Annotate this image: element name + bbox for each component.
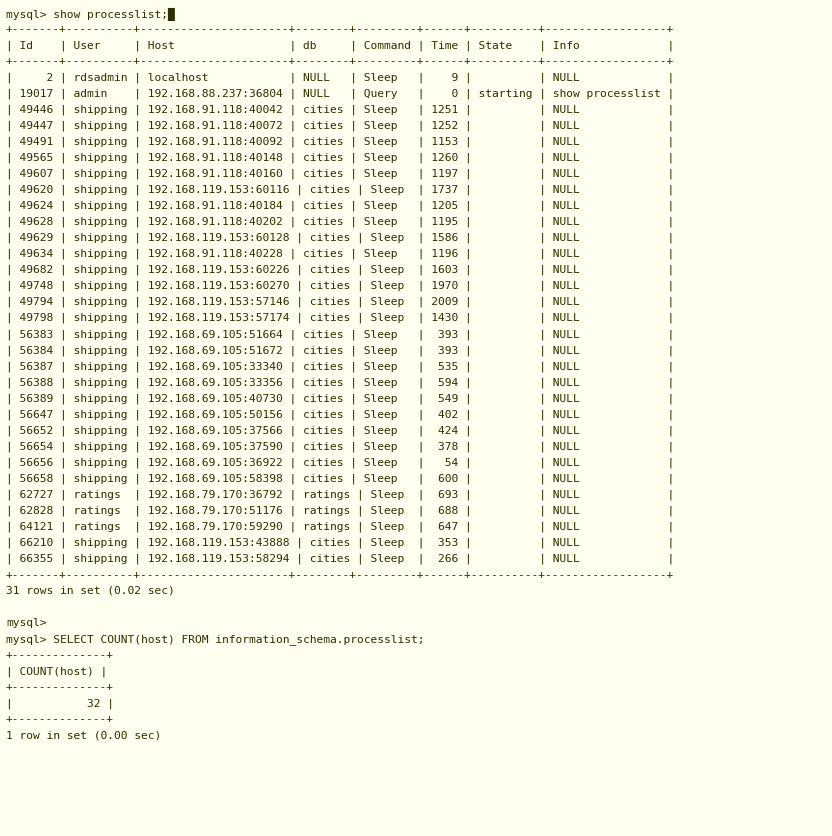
Text: | 56387 | shipping | 192.168.69.105:33340 | cities | Sleep   |  535 |          |: | 56387 | shipping | 192.168.69.105:3334…: [6, 360, 674, 371]
Text: | 62828 | ratings  | 192.168.79.170:51176 | ratings | Sleep  |  688 |          |: | 62828 | ratings | 192.168.79.170:51176…: [6, 505, 674, 516]
Text: | 49682 | shipping | 192.168.119.153:60226 | cities | Sleep  | 1603 |          |: | 49682 | shipping | 192.168.119.153:602…: [6, 264, 674, 275]
Text: | 49629 | shipping | 192.168.119.153:60128 | cities | Sleep  | 1586 |          |: | 49629 | shipping | 192.168.119.153:601…: [6, 232, 674, 243]
Text: +-------+----------+----------------------+--------+---------+------+----------+: +-------+----------+--------------------…: [6, 24, 674, 34]
Text: | 56647 | shipping | 192.168.69.105:50156 | cities | Sleep   |  402 |          |: | 56647 | shipping | 192.168.69.105:5015…: [6, 409, 674, 419]
Text: 31 rows in set (0.02 sec): 31 rows in set (0.02 sec): [6, 585, 175, 595]
Text: | 49624 | shipping | 192.168.91.118:40184 | cities | Sleep   | 1205 |          |: | 49624 | shipping | 192.168.91.118:4018…: [6, 201, 674, 211]
Text: | 49628 | shipping | 192.168.91.118:40202 | cities | Sleep   | 1195 |          |: | 49628 | shipping | 192.168.91.118:4020…: [6, 217, 674, 227]
Text: | 62727 | ratings  | 192.168.79.170:36792 | ratings | Sleep  |  693 |          |: | 62727 | ratings | 192.168.79.170:36792…: [6, 489, 674, 499]
Text: +--------------+: +--------------+: [6, 681, 114, 691]
Text: mysql>: mysql>: [6, 617, 47, 627]
Text: | 64121 | ratings  | 192.168.79.170:59290 | ratings | Sleep  |  647 |          |: | 64121 | ratings | 192.168.79.170:59290…: [6, 521, 674, 532]
Text: | 56389 | shipping | 192.168.69.105:40730 | cities | Sleep   |  549 |          |: | 56389 | shipping | 192.168.69.105:4073…: [6, 393, 674, 403]
Text: +-------+----------+----------------------+--------+---------+------+----------+: +-------+----------+--------------------…: [6, 56, 674, 66]
Text: | 56654 | shipping | 192.168.69.105:37590 | cities | Sleep   |  378 |          |: | 56654 | shipping | 192.168.69.105:3759…: [6, 441, 674, 451]
Text: | Id    | User     | Host                 | db     | Command | Time | State    |: | Id | User | Host | db | Command | Time…: [6, 40, 674, 50]
Text: | 66355 | shipping | 192.168.119.153:58294 | cities | Sleep  |  266 |          |: | 66355 | shipping | 192.168.119.153:582…: [6, 553, 674, 563]
Text: | 56656 | shipping | 192.168.69.105:36922 | cities | Sleep   |   54 |          |: | 56656 | shipping | 192.168.69.105:3692…: [6, 456, 674, 467]
Text: | 56652 | shipping | 192.168.69.105:37566 | cities | Sleep   |  424 |          |: | 56652 | shipping | 192.168.69.105:3756…: [6, 425, 674, 436]
Text: | 56658 | shipping | 192.168.69.105:58398 | cities | Sleep   |  600 |          |: | 56658 | shipping | 192.168.69.105:5839…: [6, 473, 674, 483]
Text: | 66210 | shipping | 192.168.119.153:43888 | cities | Sleep  |  353 |          |: | 66210 | shipping | 192.168.119.153:438…: [6, 537, 674, 548]
Text: | 19017 | admin    | 192.168.88.237:36804 | NULL   | Query   |    0 | starting |: | 19017 | admin | 192.168.88.237:36804 |…: [6, 88, 674, 99]
Text: mysql> show processlist;█: mysql> show processlist;█: [6, 8, 175, 21]
Text: |           32 |: | 32 |: [6, 697, 114, 708]
Text: | 49620 | shipping | 192.168.119.153:60116 | cities | Sleep  | 1737 |          |: | 49620 | shipping | 192.168.119.153:601…: [6, 184, 674, 195]
Text: +--------------+: +--------------+: [6, 650, 114, 660]
Text: | 56384 | shipping | 192.168.69.105:51672 | cities | Sleep   |  393 |          |: | 56384 | shipping | 192.168.69.105:5167…: [6, 344, 674, 355]
Text: |     2 | rdsadmin | localhost            | NULL   | Sleep   |    9 |          |: | 2 | rdsadmin | localhost | NULL | Slee…: [6, 72, 674, 83]
Text: | 49446 | shipping | 192.168.91.118:40042 | cities | Sleep   | 1251 |          |: | 49446 | shipping | 192.168.91.118:4004…: [6, 104, 674, 115]
Text: +--------------+: +--------------+: [6, 713, 114, 723]
Text: +-------+----------+----------------------+--------+---------+------+----------+: +-------+----------+--------------------…: [6, 569, 674, 579]
Text: | 56383 | shipping | 192.168.69.105:51664 | cities | Sleep   |  393 |          |: | 56383 | shipping | 192.168.69.105:5166…: [6, 329, 674, 339]
Text: | 49447 | shipping | 192.168.91.118:40072 | cities | Sleep   | 1252 |          |: | 49447 | shipping | 192.168.91.118:4007…: [6, 120, 674, 130]
Text: mysql> SELECT COUNT(host) FROM information_schema.processlist;: mysql> SELECT COUNT(host) FROM informati…: [6, 633, 424, 644]
Text: | 49794 | shipping | 192.168.119.153:57146 | cities | Sleep  | 2009 |          |: | 49794 | shipping | 192.168.119.153:571…: [6, 297, 674, 307]
Text: | 49491 | shipping | 192.168.91.118:40092 | cities | Sleep   | 1153 |          |: | 49491 | shipping | 192.168.91.118:4009…: [6, 136, 674, 147]
Text: | 49798 | shipping | 192.168.119.153:57174 | cities | Sleep  | 1430 |          |: | 49798 | shipping | 192.168.119.153:571…: [6, 313, 674, 323]
Text: 1 row in set (0.00 sec): 1 row in set (0.00 sec): [6, 729, 161, 739]
Text: | 49634 | shipping | 192.168.91.118:40228 | cities | Sleep   | 1196 |          |: | 49634 | shipping | 192.168.91.118:4022…: [6, 248, 674, 259]
Text: | 49565 | shipping | 192.168.91.118:40148 | cities | Sleep   | 1260 |          |: | 49565 | shipping | 192.168.91.118:4014…: [6, 152, 674, 163]
Text: | 49607 | shipping | 192.168.91.118:40160 | cities | Sleep   | 1197 |          |: | 49607 | shipping | 192.168.91.118:4016…: [6, 168, 674, 179]
Text: | 49748 | shipping | 192.168.119.153:60270 | cities | Sleep  | 1970 |          |: | 49748 | shipping | 192.168.119.153:602…: [6, 281, 674, 291]
Text: | COUNT(host) |: | COUNT(host) |: [6, 665, 107, 675]
Text: | 56388 | shipping | 192.168.69.105:33356 | cities | Sleep   |  594 |          |: | 56388 | shipping | 192.168.69.105:3335…: [6, 377, 674, 387]
